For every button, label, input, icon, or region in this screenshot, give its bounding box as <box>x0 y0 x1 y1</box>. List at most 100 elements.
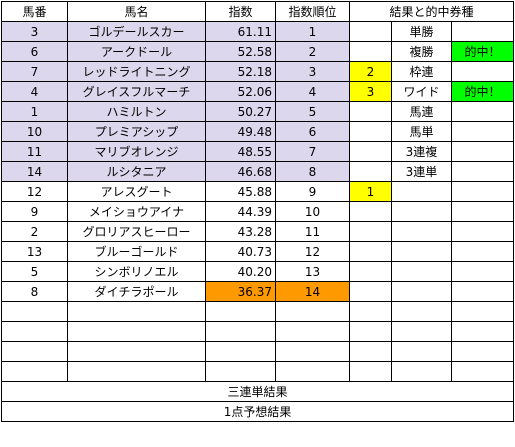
header-cell-name[interactable]: 馬名 <box>67 1 206 22</box>
cell-horse-number[interactable]: 9 <box>1 201 68 222</box>
cell-horse-number[interactable]: 14 <box>1 161 68 182</box>
cell-score[interactable]: 48.55 <box>205 141 276 162</box>
cell-horse-name[interactable]: ハミルトン <box>67 101 206 122</box>
empty-cell[interactable] <box>1 301 68 322</box>
cell-rank[interactable]: 10 <box>275 201 350 222</box>
empty-cell[interactable] <box>391 321 452 342</box>
cell-mark[interactable]: 2 <box>349 61 392 82</box>
cell-horse-name[interactable]: アレスグート <box>67 181 206 202</box>
cell-score[interactable]: 61.11 <box>205 21 276 42</box>
cell-ticket-type[interactable] <box>391 201 452 222</box>
cell-score[interactable]: 52.18 <box>205 61 276 82</box>
cell-horse-name[interactable]: ルシタニア <box>67 161 206 182</box>
cell-hit[interactable] <box>450 141 515 162</box>
empty-cell[interactable] <box>205 321 276 342</box>
empty-cell[interactable] <box>349 341 392 362</box>
cell-ticket-type[interactable] <box>391 281 452 302</box>
empty-cell[interactable] <box>205 301 276 322</box>
cell-rank[interactable]: 11 <box>275 221 350 242</box>
cell-horse-number[interactable]: 12 <box>1 181 68 202</box>
cell-horse-number[interactable]: 1 <box>1 101 68 122</box>
cell-hit[interactable]: 的中！ <box>450 81 515 102</box>
cell-horse-name[interactable]: ブルーゴールド <box>67 241 206 262</box>
cell-ticket-type[interactable]: 複勝 <box>391 41 452 62</box>
cell-hit[interactable] <box>450 221 515 242</box>
cell-mark[interactable] <box>349 241 392 262</box>
cell-ticket-type[interactable]: 枠連 <box>391 61 452 82</box>
empty-cell[interactable] <box>275 361 350 382</box>
cell-mark[interactable] <box>349 21 392 42</box>
cell-horse-name[interactable]: メイショウアイナ <box>67 201 206 222</box>
empty-cell[interactable] <box>275 321 350 342</box>
empty-cell[interactable] <box>67 321 206 342</box>
cell-hit[interactable]: 的中！ <box>450 41 515 62</box>
empty-cell[interactable] <box>1 321 68 342</box>
cell-horse-name[interactable]: ダイチラポール <box>67 281 206 302</box>
cell-rank[interactable]: 5 <box>275 101 350 122</box>
empty-cell[interactable] <box>205 341 276 362</box>
cell-horse-name[interactable]: グレイスフルマーチ <box>67 81 206 102</box>
cell-hit[interactable] <box>450 281 515 302</box>
cell-score[interactable]: 46.68 <box>205 161 276 182</box>
cell-score[interactable]: 52.58 <box>205 41 276 62</box>
cell-horse-name[interactable]: ゴルデールスカー <box>67 21 206 42</box>
cell-horse-name[interactable]: グロリアスヒーロー <box>67 221 206 242</box>
empty-cell[interactable] <box>450 341 515 362</box>
header-cell-number[interactable]: 馬番 <box>1 1 68 22</box>
cell-horse-name[interactable]: マリブオレンジ <box>67 141 206 162</box>
cell-mark[interactable] <box>349 121 392 142</box>
cell-horse-number[interactable]: 7 <box>1 61 68 82</box>
cell-hit[interactable] <box>450 241 515 262</box>
cell-hit[interactable] <box>450 61 515 82</box>
empty-cell[interactable] <box>391 361 452 382</box>
empty-cell[interactable] <box>450 301 515 322</box>
cell-horse-number[interactable]: 11 <box>1 141 68 162</box>
empty-cell[interactable] <box>450 321 515 342</box>
cell-horse-number[interactable]: 3 <box>1 21 68 42</box>
cell-hit[interactable] <box>450 121 515 142</box>
empty-cell[interactable] <box>349 321 392 342</box>
empty-cell[interactable] <box>349 301 392 322</box>
header-cell-score[interactable]: 指数 <box>205 1 276 22</box>
cell-rank[interactable]: 12 <box>275 241 350 262</box>
cell-mark[interactable] <box>349 41 392 62</box>
cell-rank[interactable]: 8 <box>275 161 350 182</box>
cell-hit[interactable] <box>450 161 515 182</box>
cell-ticket-type[interactable] <box>391 221 452 242</box>
header-cell-rank[interactable]: 指数順位 <box>275 1 350 22</box>
empty-cell[interactable] <box>67 301 206 322</box>
header-cell-result[interactable]: 結果と的中券種 <box>348 1 515 22</box>
cell-rank[interactable]: 2 <box>275 41 350 62</box>
empty-cell[interactable] <box>205 361 276 382</box>
empty-cell[interactable] <box>1 361 68 382</box>
cell-mark[interactable] <box>349 161 392 182</box>
cell-ticket-type[interactable]: 馬連 <box>391 101 452 122</box>
cell-mark[interactable]: 1 <box>349 181 392 202</box>
empty-cell[interactable] <box>349 361 392 382</box>
cell-rank[interactable]: 3 <box>275 61 350 82</box>
cell-horse-number[interactable]: 10 <box>1 121 68 142</box>
cell-hit[interactable] <box>450 261 515 282</box>
cell-score[interactable]: 40.20 <box>205 261 276 282</box>
cell-ticket-type[interactable]: 馬単 <box>391 121 452 142</box>
cell-score[interactable]: 52.06 <box>205 81 276 102</box>
cell-rank[interactable]: 13 <box>275 261 350 282</box>
cell-ticket-type[interactable] <box>391 181 452 202</box>
cell-ticket-type[interactable] <box>391 261 452 282</box>
cell-horse-name[interactable]: シンボリノエル <box>67 261 206 282</box>
cell-horse-number[interactable]: 5 <box>1 261 68 282</box>
empty-cell[interactable] <box>1 341 68 362</box>
cell-rank[interactable]: 1 <box>275 21 350 42</box>
cell-mark[interactable] <box>349 281 392 302</box>
empty-cell[interactable] <box>275 301 350 322</box>
empty-cell[interactable] <box>275 341 350 362</box>
cell-horse-number[interactable]: 2 <box>1 221 68 242</box>
cell-rank[interactable]: 6 <box>275 121 350 142</box>
empty-cell[interactable] <box>391 301 452 322</box>
cell-score[interactable]: 44.39 <box>205 201 276 222</box>
cell-score[interactable]: 40.73 <box>205 241 276 262</box>
cell-score[interactable]: 49.48 <box>205 121 276 142</box>
cell-mark[interactable] <box>349 141 392 162</box>
cell-score[interactable]: 45.88 <box>205 181 276 202</box>
cell-ticket-type[interactable]: 3連複 <box>391 141 452 162</box>
